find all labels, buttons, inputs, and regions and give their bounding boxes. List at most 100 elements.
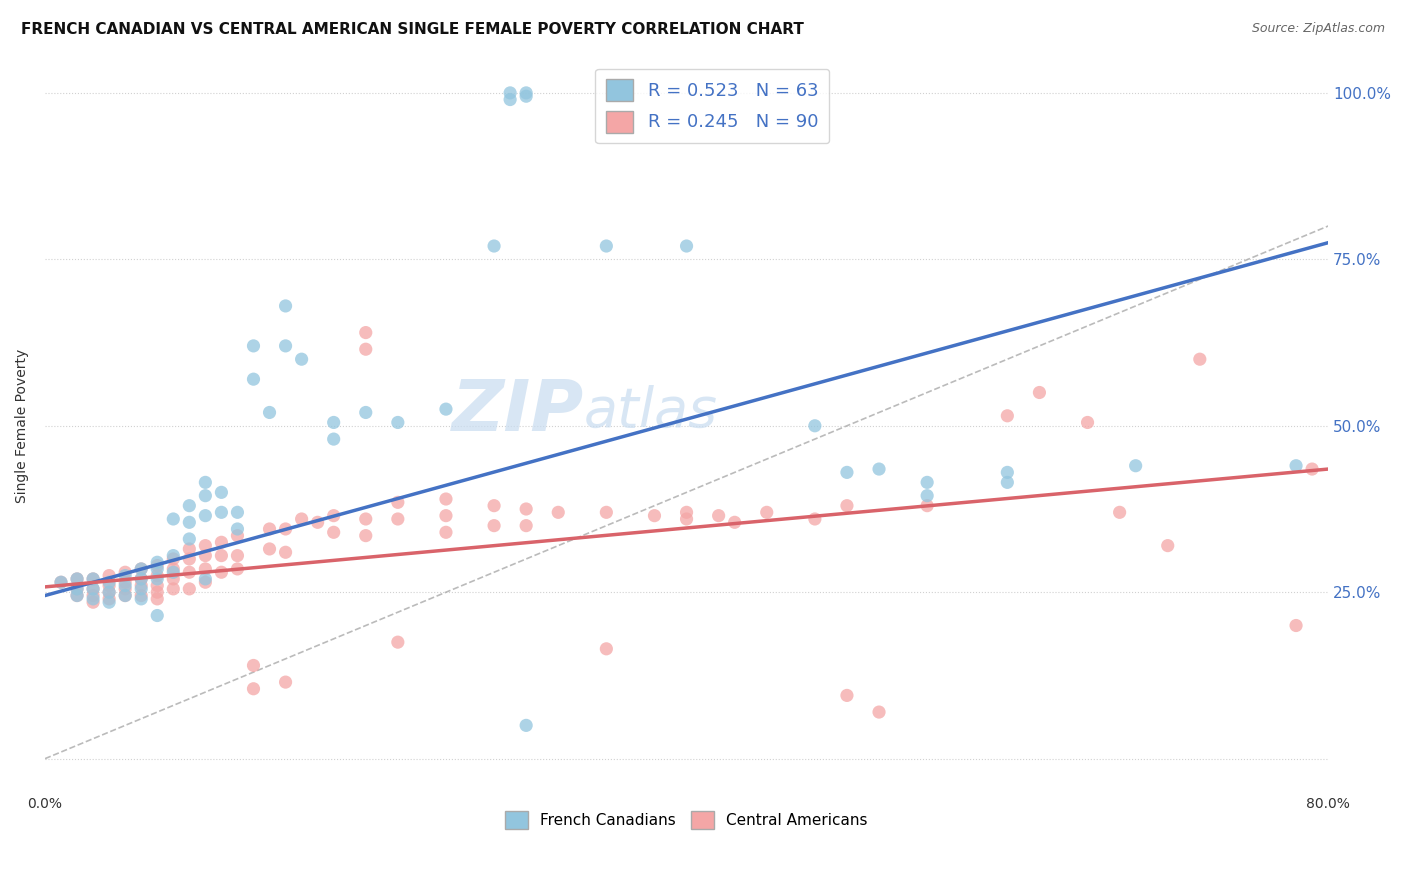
Point bbox=[499, 86, 522, 100]
Point bbox=[146, 558, 169, 573]
Point bbox=[162, 562, 184, 576]
Point bbox=[995, 466, 1018, 480]
Point bbox=[114, 568, 136, 582]
Point bbox=[162, 572, 184, 586]
Point bbox=[194, 539, 217, 553]
Point bbox=[129, 582, 152, 596]
Point bbox=[515, 89, 537, 103]
Point bbox=[146, 591, 169, 606]
Point bbox=[835, 466, 858, 480]
Point bbox=[194, 508, 217, 523]
Point bbox=[179, 552, 201, 566]
Point bbox=[98, 591, 121, 606]
Point bbox=[226, 522, 249, 536]
Point bbox=[98, 575, 121, 590]
Point bbox=[482, 239, 505, 253]
Point bbox=[515, 718, 537, 732]
Point bbox=[291, 512, 314, 526]
Legend: French Canadians, Central Americans: French Canadians, Central Americans bbox=[499, 805, 875, 836]
Point bbox=[129, 562, 152, 576]
Point bbox=[1157, 539, 1180, 553]
Point bbox=[835, 689, 858, 703]
Point bbox=[146, 585, 169, 599]
Text: ZIP: ZIP bbox=[451, 376, 583, 446]
Point bbox=[179, 516, 201, 530]
Point bbox=[434, 525, 457, 540]
Point bbox=[129, 591, 152, 606]
Point bbox=[1028, 385, 1050, 400]
Point bbox=[1285, 458, 1308, 473]
Point bbox=[259, 522, 281, 536]
Point bbox=[499, 93, 522, 107]
Point bbox=[354, 405, 377, 419]
Point bbox=[194, 549, 217, 563]
Point bbox=[179, 566, 201, 580]
Point bbox=[98, 568, 121, 582]
Point bbox=[66, 582, 89, 596]
Point bbox=[482, 499, 505, 513]
Point bbox=[129, 572, 152, 586]
Point bbox=[179, 499, 201, 513]
Point bbox=[129, 589, 152, 603]
Point bbox=[1108, 505, 1130, 519]
Point bbox=[274, 545, 297, 559]
Point bbox=[82, 572, 104, 586]
Point bbox=[291, 352, 314, 367]
Point bbox=[595, 641, 617, 656]
Point bbox=[242, 339, 264, 353]
Text: Source: ZipAtlas.com: Source: ZipAtlas.com bbox=[1251, 22, 1385, 36]
Point bbox=[66, 589, 89, 603]
Point bbox=[82, 595, 104, 609]
Point bbox=[259, 541, 281, 556]
Point bbox=[114, 578, 136, 592]
Point bbox=[49, 575, 72, 590]
Point bbox=[129, 578, 152, 592]
Point bbox=[1077, 416, 1099, 430]
Point bbox=[82, 582, 104, 596]
Point bbox=[66, 572, 89, 586]
Point bbox=[226, 549, 249, 563]
Point bbox=[129, 562, 152, 576]
Point bbox=[179, 532, 201, 546]
Point bbox=[209, 566, 232, 580]
Text: FRENCH CANADIAN VS CENTRAL AMERICAN SINGLE FEMALE POVERTY CORRELATION CHART: FRENCH CANADIAN VS CENTRAL AMERICAN SING… bbox=[21, 22, 804, 37]
Point bbox=[98, 585, 121, 599]
Point bbox=[114, 566, 136, 580]
Point bbox=[387, 635, 409, 649]
Point bbox=[387, 495, 409, 509]
Point bbox=[66, 572, 89, 586]
Point bbox=[162, 549, 184, 563]
Point bbox=[98, 595, 121, 609]
Point bbox=[242, 681, 264, 696]
Point bbox=[194, 562, 217, 576]
Point bbox=[162, 512, 184, 526]
Point bbox=[995, 409, 1018, 423]
Point bbox=[66, 589, 89, 603]
Point bbox=[595, 239, 617, 253]
Point bbox=[146, 562, 169, 576]
Point bbox=[387, 512, 409, 526]
Point bbox=[1125, 458, 1147, 473]
Point bbox=[242, 658, 264, 673]
Point bbox=[675, 512, 697, 526]
Point bbox=[179, 582, 201, 596]
Point bbox=[98, 585, 121, 599]
Point bbox=[226, 505, 249, 519]
Point bbox=[1301, 462, 1323, 476]
Text: atlas: atlas bbox=[583, 384, 718, 438]
Point bbox=[547, 505, 569, 519]
Point bbox=[146, 608, 169, 623]
Point bbox=[868, 705, 890, 719]
Point bbox=[98, 578, 121, 592]
Point bbox=[1188, 352, 1211, 367]
Point bbox=[82, 589, 104, 603]
Point bbox=[209, 485, 232, 500]
Point bbox=[162, 582, 184, 596]
Point bbox=[82, 591, 104, 606]
Point bbox=[274, 522, 297, 536]
Point bbox=[114, 582, 136, 596]
Point bbox=[114, 575, 136, 590]
Point bbox=[915, 475, 938, 490]
Point bbox=[226, 562, 249, 576]
Point bbox=[322, 525, 344, 540]
